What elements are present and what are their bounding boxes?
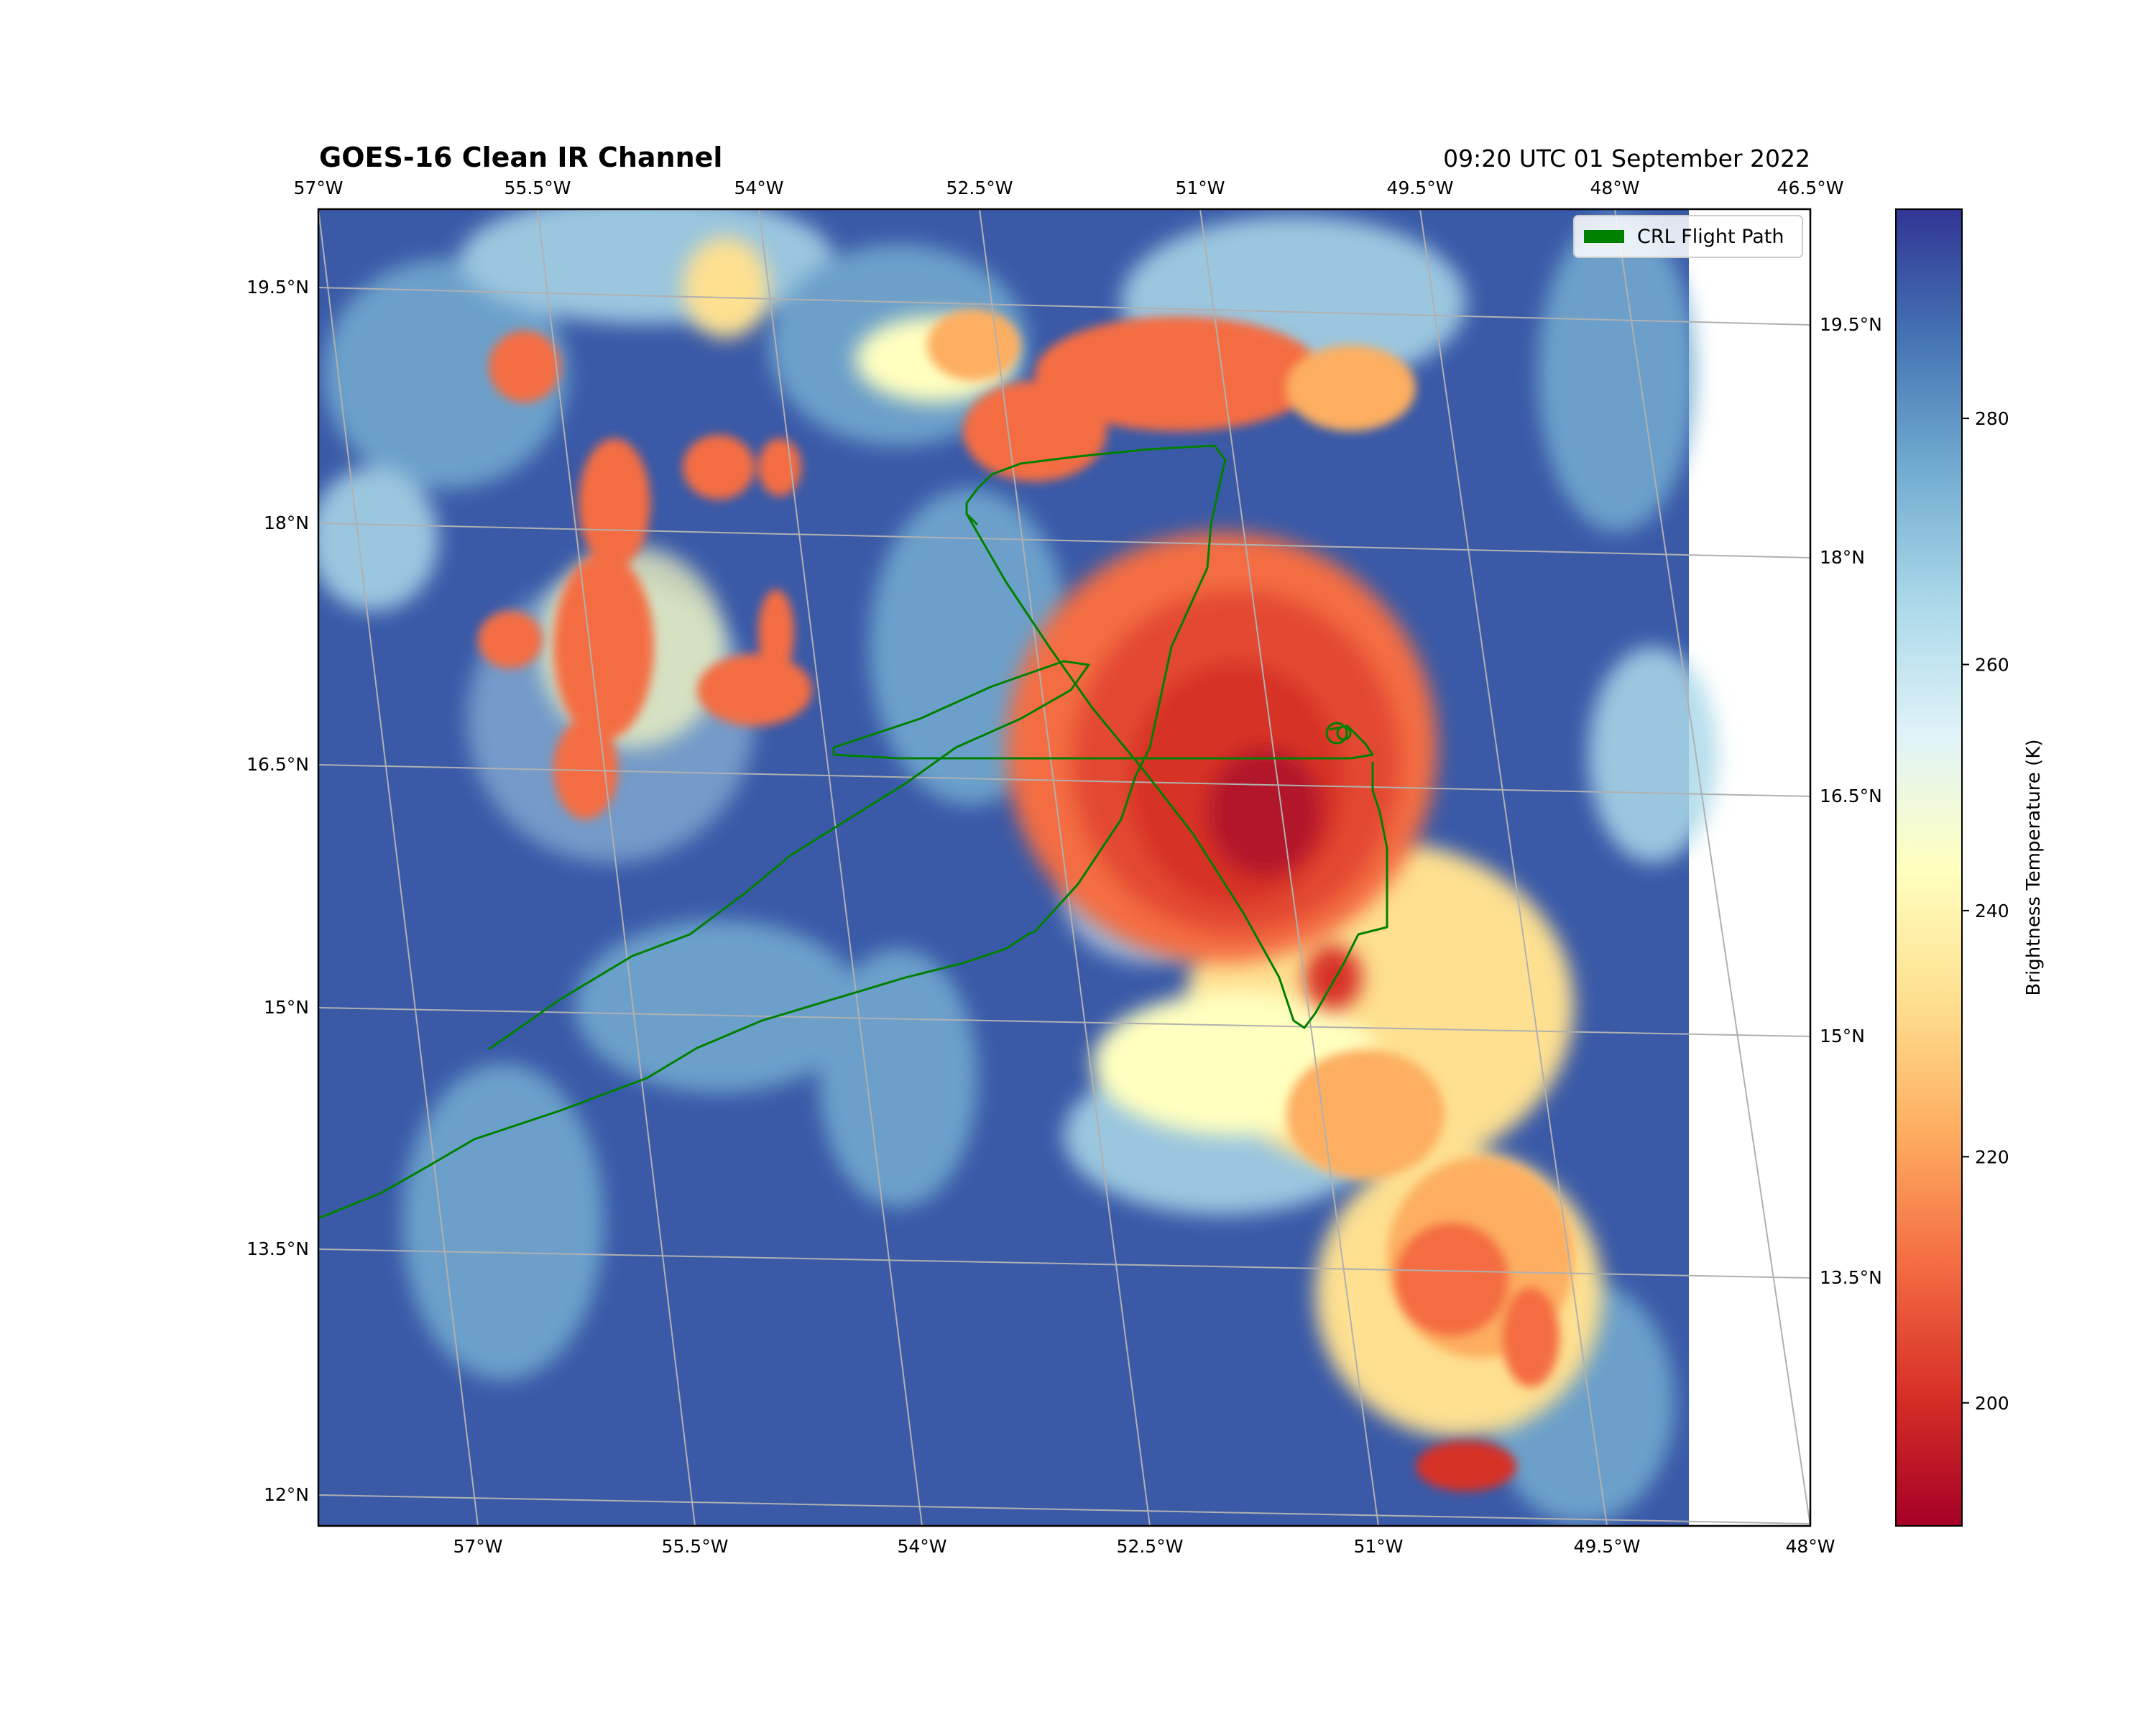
legend-box: [1573, 215, 1803, 258]
colorbar-tick-label: 240: [1975, 901, 2009, 921]
legend-label: CRL Flight Path: [1637, 226, 1784, 248]
right-lat-label: 16.5°N: [1820, 786, 1882, 806]
bottom-lon-label: 49.5°W: [1574, 1536, 1641, 1557]
colorbar-tick-label: 280: [1975, 408, 2009, 429]
convective-core: [1006, 532, 1437, 1010]
crl-flight-path: [318, 444, 1388, 1220]
bottom-lon-label: 55.5°W: [662, 1536, 729, 1557]
gridlines: [318, 209, 1810, 1526]
right-lat-labels: 19.5°N 18°N 16.5°N 15°N 13.5°N: [1820, 314, 1882, 1288]
top-lon-label: 52.5°W: [946, 178, 1013, 198]
top-lon-labels: 57°W 55.5°W 54°W 52.5°W 51°W 49.5°W 48°W…: [293, 178, 1843, 198]
colorbar-label: Brightness Temperature (K): [2023, 739, 2045, 995]
map-area: CRL Flight Path: [318, 209, 1810, 1526]
bottom-lon-label: 54°W: [897, 1536, 946, 1557]
no-data-region: [1689, 209, 1810, 1526]
right-lat-label: 18°N: [1820, 547, 1865, 568]
bottom-lon-label: 52.5°W: [1117, 1536, 1184, 1557]
top-lon-label: 48°W: [1590, 178, 1639, 198]
left-lat-label: 18°N: [264, 512, 309, 533]
bottom-lon-label: 51°W: [1353, 1536, 1403, 1557]
map-title: GOES-16 Clean IR Channel: [319, 142, 722, 173]
legend-swatch: [1584, 230, 1624, 243]
left-lat-label: 16.5°N: [247, 754, 309, 775]
left-lat-labels: 19.5°N 18°N 16.5°N 15°N 13.5°N 12°N: [247, 277, 309, 1505]
left-lat-label: 15°N: [264, 997, 309, 1018]
map-legend: CRL Flight Path: [1573, 215, 1803, 258]
colorbar-ticks: 200 220 240 260 280: [1962, 408, 2009, 1414]
bottom-lon-label: 48°W: [1785, 1536, 1835, 1557]
colorbar-tick-label: 220: [1975, 1146, 2009, 1167]
top-lon-label: 54°W: [734, 178, 783, 198]
left-lat-label: 13.5°N: [247, 1238, 309, 1259]
top-lon-label: 57°W: [293, 178, 343, 198]
left-lat-label: 12°N: [264, 1484, 309, 1505]
colorbar-gradient: [1895, 208, 1963, 1527]
left-lat-label: 19.5°N: [247, 277, 309, 298]
right-lat-label: 13.5°N: [1820, 1267, 1882, 1288]
colorbar: 200 220 240 260 280 Brightness Temperature (…: [1895, 208, 2045, 1527]
bottom-lon-labels: 57°W 55.5°W 54°W 52.5°W 51°W 49.5°W 48°W: [453, 1536, 1835, 1557]
colorbar-tick-label: 200: [1975, 1393, 2009, 1414]
top-lon-label: 46.5°W: [1777, 178, 1844, 198]
map-frame: [317, 208, 1812, 1527]
top-lon-label: 51°W: [1175, 178, 1225, 198]
colorbar-tick-label: 260: [1975, 654, 2009, 675]
map-timestamp: 09:20 UTC 01 September 2022: [1443, 144, 1810, 172]
right-lat-label: 15°N: [1820, 1026, 1865, 1046]
top-lon-label: 55.5°W: [505, 178, 571, 198]
right-lat-label: 19.5°N: [1820, 314, 1882, 335]
bottom-lon-label: 57°W: [453, 1536, 502, 1557]
top-lon-label: 49.5°W: [1387, 178, 1454, 198]
